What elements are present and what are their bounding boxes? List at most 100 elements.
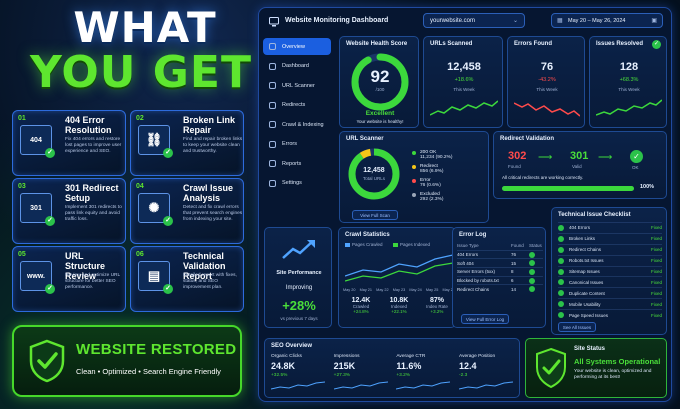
date-range-value: May 20 – May 26, 2024 [568,18,626,24]
health-gauge [351,53,409,111]
checklist-item-label: Page Speed Issues [569,312,609,318]
restored-title: WEBSITE RESTORED [76,341,237,358]
crawl-x-tick: May 23 [392,288,406,292]
crawl-stat-label: Indexed [390,304,407,309]
seo-metric: Impressions 215K +27.3% [333,354,392,396]
green-check-icon: ✓ [163,148,173,158]
checklist-status: Fixed [650,269,662,274]
feature-card: 01 404 ✓ 404 Error Resolution Fix 404 errors… [12,110,126,176]
checklist-status: Fixed [650,258,662,264]
error-log-row: Redirect Chains 14 [457,284,543,293]
green-check-icon: ✓ [163,284,173,294]
legend-label: Redirect [420,164,438,169]
checklist-item: Canonical Issues Fixed [558,276,662,287]
nav-icon [269,82,276,89]
status-check-icon [529,286,535,293]
sidebar-item-redirects[interactable]: Redirects [263,97,331,114]
view-full-error-log-button[interactable]: View Full Error Log [461,314,509,324]
crawl-x-tick: May 20 [343,288,356,292]
feature-card: 04 ✺ ✓ Crawl Issue Analysis Detect and fix c… [130,178,244,244]
legend-value: 76 (0.6%) [420,183,441,188]
site-status-note: Your website is clean, optimized and per… [574,369,652,380]
broken-link-icon: ⛓ ✓ [138,125,173,158]
nav-icon [269,179,276,187]
status-check-icon [529,260,535,267]
feature-glyph: ✺ [148,200,160,215]
seo-metric-value: 12.4 [458,361,477,371]
sidebar-item-errors[interactable]: Errors [263,136,331,153]
view-full-scan-button[interactable]: View Full Scan [352,210,398,220]
sidebar-item-url-scanner[interactable]: URL Scanner [263,77,331,94]
url-scanner-card: URL Scanner 12,458 Total URLs 200 OK 11,2… [339,131,489,223]
legend-label: Error [420,178,431,183]
performance-title: Site Performance [276,270,322,276]
crawl-stat-label: Index Rate [426,304,448,309]
sidebar-item-overview[interactable]: Overview [263,38,331,55]
seo-sparkline [333,378,392,396]
issues-resolved-card: Issues Resolved ✓ 128 +68.3% This Week [589,36,667,128]
green-check-icon: ✓ [45,148,55,158]
crawl-x-tick: May 22 [376,288,389,292]
site-status-title: Site Status [574,346,606,352]
checklist-item-label: Duplicate Content [569,290,605,296]
url-scanner-title: URL Scanner [346,136,384,142]
check-icon [558,290,564,297]
crawl-stat-value: 10.8K [389,297,409,304]
feature-description: Detect and fix crawl errors that prevent… [183,205,243,222]
redirect-percent: 100% [640,184,655,190]
redirect-title: Redirect Validation [500,136,555,142]
see-all-issues-button[interactable]: See All Issues [558,322,596,332]
health-score: 92 [370,67,390,86]
issues-resolved-value: 128 [619,61,639,73]
legend-swatch-indexed [393,243,398,247]
seo-sparkline [396,378,454,396]
technical-checklist-card: Technical Issue Checklist 404 Errors Fixe… [551,207,667,335]
feature-description: Implement 301 redirects to pass link equ… [65,205,122,222]
check-icon [558,279,564,286]
seo-sparkline [270,378,329,396]
site-performance-card: Site Performance Improving +28% vs previ… [264,227,332,328]
green-check-icon: ✓ [45,284,55,294]
crawl-stat: 12.4K Crawled +24.8% [343,297,379,314]
nav-icon [269,140,276,148]
sidebar-item-settings[interactable]: Settings [263,175,331,192]
bug-search-icon: ✺ ✓ [138,193,173,226]
checklist-status: Fixed [650,279,662,285]
chevron-down-icon: ⌄ [512,18,518,24]
shield-check-icon [29,339,65,383]
seo-metric: Organic Clicks 24.8K +32.5% [270,354,329,396]
checklist-status: Fixed [650,290,662,296]
redirect-validation-card: Redirect Validation 302 Found ⟶ 301 Vali… [493,131,667,199]
sidebar-item-reports[interactable]: Reports [263,155,331,172]
status-check-icon [529,268,535,275]
domain-select[interactable]: yourwebsite.com ⌄ [423,13,525,28]
sidebar-item-dashboard[interactable]: Dashboard [263,58,331,75]
seo-metrics: Organic Clicks 24.8K +32.5% Impressions 215K… [270,354,517,396]
checklist-item: Duplicate Content Fixed [558,287,662,298]
checklist-item: Broken Links Fixed [558,232,662,244]
nav-icon [269,62,276,70]
feature-title: Broken Link Repair [183,115,236,135]
checklist-status: Fixed [650,312,662,318]
crawl-stat-change: +22.1% [391,309,407,314]
sidebar-item-label: Dashboard [282,63,309,69]
errors-found-title: Errors Found [514,41,553,47]
www-window-icon: www. ✓ [20,261,55,294]
feature-number: 04 [136,183,144,190]
error-type: Redirect Chains [457,286,490,292]
feature-title: URL Structure Review [65,251,106,281]
seo-metric-change: +32.5% [271,373,288,378]
feature-number: 01 [18,115,26,122]
check-icon [558,312,564,319]
seo-title: SEO Overview [271,343,313,349]
feature-number: 06 [136,251,144,258]
checklist-status: Fixed [650,301,662,307]
errors-sparkline [514,102,580,117]
sidebar-item-crawl-indexing[interactable]: Crawl & Indexing [263,116,331,133]
error-count: 8 [511,269,514,275]
health-note: Your website is healthy! [356,119,404,124]
checklist-list: 404 Errors Fixed Broken Links Fixed Redirect… [558,222,662,320]
date-range-picker[interactable]: ▦ May 20 – May 26, 2024 ▣ [551,13,663,28]
legend-dot [412,151,416,155]
scanner-total: 12,458 [363,167,385,174]
